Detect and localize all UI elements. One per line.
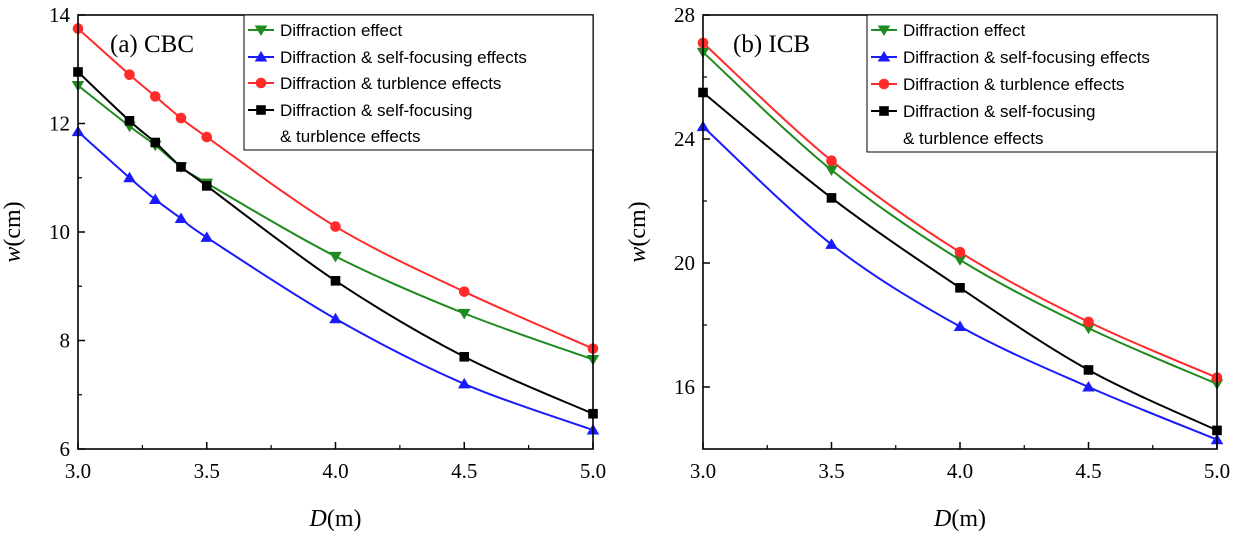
x-axis-label: D(m) (309, 506, 362, 532)
data-point-s2-6 (329, 312, 342, 324)
y-tick-label: 6 (60, 437, 71, 461)
x-tick-label: 3.5 (194, 459, 220, 483)
legend-label: Diffraction & self-focusing (903, 102, 1095, 121)
y-tick-label: 16 (674, 375, 695, 399)
legend: Diffraction effect Diffraction & self-foc… (866, 14, 1218, 153)
x-tick-label: 3.5 (818, 459, 844, 483)
legend-swatch-marker (878, 78, 890, 90)
data-point-s3-2 (826, 155, 837, 166)
data-point-s3-3 (149, 91, 161, 102)
data-point-s3-3 (954, 246, 966, 258)
data-point-s4-2 (124, 115, 135, 126)
legend: Diffraction effect Diffraction & self-foc… (243, 14, 594, 151)
legend-box (243, 14, 594, 151)
legend-swatch-marker (879, 106, 889, 116)
legend-label: Diffraction effect (280, 21, 402, 40)
data-point-s3-2 (124, 69, 135, 80)
data-point-s2-2 (825, 238, 838, 249)
legend-label: Diffraction & self-focusing effects (280, 48, 527, 67)
data-point-s4-3 (955, 283, 965, 293)
x-tick-label: 5.0 (580, 459, 606, 483)
legend-label-continued: & turblence effects (903, 129, 1044, 148)
x-tick-label: 4.5 (1075, 459, 1101, 483)
data-point-s4-4 (1083, 365, 1094, 375)
legend-label: Diffraction & turblence effects (280, 74, 501, 93)
x-tick-label: 5.0 (1204, 459, 1230, 483)
data-point-s2-4 (1082, 381, 1095, 392)
legend-swatch-marker (256, 105, 266, 115)
y-tick-label: 10 (49, 220, 70, 244)
legend-swatch-marker (877, 51, 891, 62)
data-point-s3-7 (458, 286, 470, 297)
x-tick-label: 3.0 (690, 459, 716, 483)
y-tick-label: 14 (49, 3, 71, 27)
data-point-s1-2 (825, 165, 838, 176)
y-axis-label-unit: (cm) (0, 201, 26, 246)
data-point-s1-4 (1082, 323, 1095, 335)
data-point-s3-5 (201, 131, 213, 143)
data-point-s1-7 (457, 308, 471, 320)
data-point-s2-7 (457, 377, 471, 389)
legend-swatch-marker (254, 51, 268, 62)
y-tick-label: 12 (49, 112, 70, 136)
x-axis-label-symbol: D (309, 506, 327, 532)
y-axis-label-unit: (cm) (625, 201, 651, 246)
x-axis-label-unit: (m) (951, 506, 986, 532)
legend-box (866, 14, 1218, 153)
legend-swatch-marker (255, 77, 267, 89)
x-axis-label-unit: (m) (327, 506, 362, 532)
panel-title: (b) ICB (733, 31, 810, 58)
series-line-2 (702, 125, 1218, 441)
panel-title: (a) CBC (110, 31, 194, 58)
x-tick-label: 4.0 (322, 459, 348, 483)
y-tick-label: 28 (674, 3, 695, 27)
y-axis-label: w(cm) (625, 201, 651, 262)
data-point-s1-3 (953, 255, 967, 266)
y-axis-label: w(cm) (0, 201, 26, 262)
x-tick-label: 4.0 (947, 459, 973, 483)
data-point-s4-5 (201, 181, 212, 191)
x-tick-label: 4.5 (451, 459, 477, 483)
x-axis-label-symbol: D (933, 506, 951, 532)
data-point-s3-4 (1083, 316, 1094, 328)
data-point-s2-5 (200, 231, 214, 242)
x-axis-label: D(m) (933, 506, 986, 532)
legend-label: Diffraction & turblence effects (903, 75, 1124, 94)
data-point-s1-6 (329, 251, 342, 263)
legend-swatch-marker (254, 25, 268, 36)
data-point-s2-2 (123, 171, 136, 183)
y-axis-label-symbol: w (0, 247, 26, 263)
legend-label: Diffraction & self-focusing (280, 101, 472, 120)
data-point-s4-4 (176, 162, 186, 172)
data-point-s3-6 (330, 221, 341, 232)
legend-swatch-marker (877, 25, 891, 36)
x-tick-label: 3.0 (65, 459, 91, 483)
data-point-s2-4 (174, 212, 188, 223)
data-point-s4-6 (330, 276, 341, 286)
y-axis-label-symbol: w (625, 247, 651, 263)
y-tick-label: 8 (60, 329, 71, 353)
data-point-s3-4 (175, 112, 187, 124)
y-tick-label: 20 (674, 251, 695, 275)
y-tick-label: 24 (674, 127, 696, 151)
data-point-s4-3 (150, 137, 161, 148)
legend-label: Diffraction effect (903, 21, 1025, 40)
chart-panel-1: 3.0 3.5 4.0 4.5 5.0 6 8 10 12 14 D(m) w(cm) (a) CBC D… (0, 3, 606, 532)
data-point-s4-7 (459, 351, 470, 362)
data-point-s4-2 (826, 193, 837, 203)
legend-label-continued: & turblence effects (280, 127, 421, 146)
legend-label: Diffraction & self-focusing effects (903, 48, 1150, 67)
chart-panel-2: 3.0 3.5 4.0 4.5 5.0 16 20 24 28 D(m) w(cm) (b) ICB D… (625, 3, 1230, 532)
data-point-s2-3 (953, 320, 967, 332)
data-point-s2-3 (148, 193, 162, 204)
